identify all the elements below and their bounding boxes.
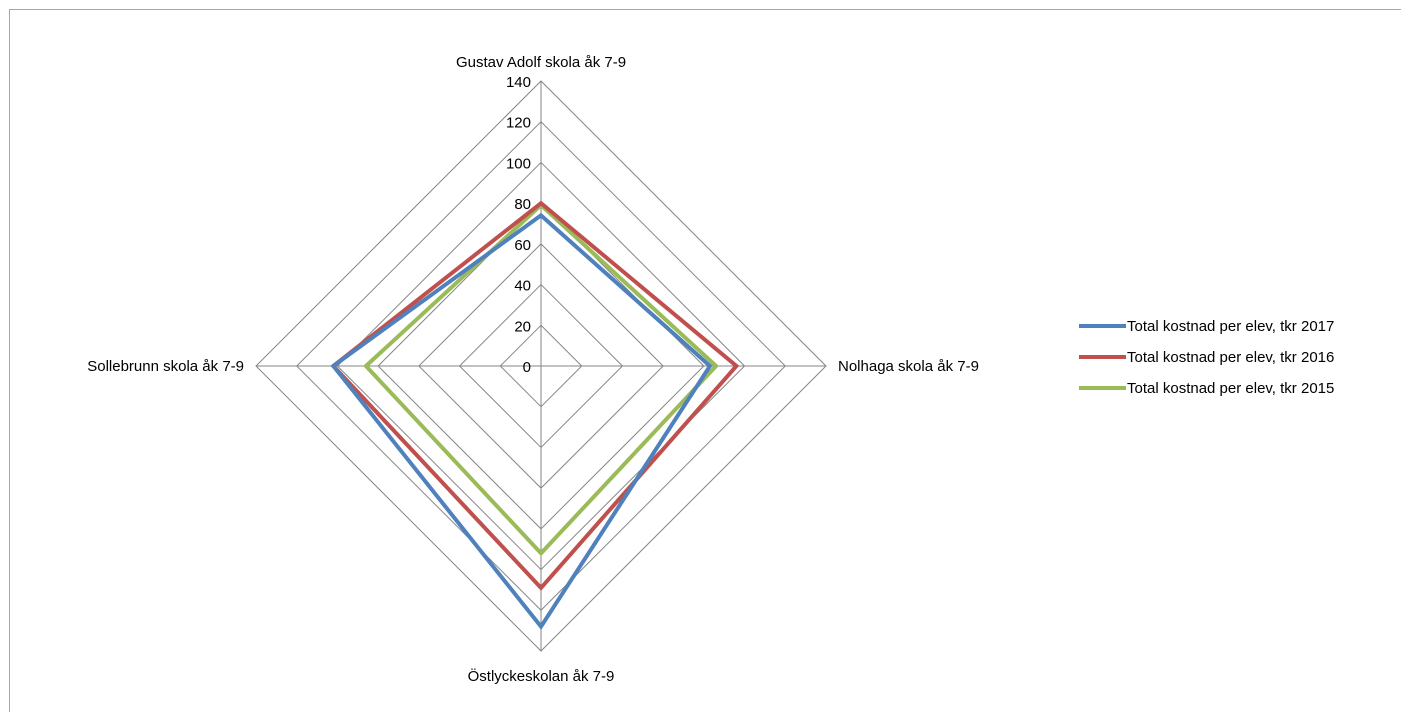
tick-label: 120 — [506, 115, 531, 132]
series-line-2 — [363, 202, 719, 557]
tick-label: 0 — [523, 359, 531, 376]
category-label: Nolhaga skola åk 7-9 — [838, 358, 979, 375]
radar-spokes — [256, 81, 826, 651]
tick-label: 100 — [506, 155, 531, 172]
series-line-1 — [330, 200, 740, 591]
category-label: Östlyckeskolan åk 7-9 — [468, 667, 615, 685]
tick-label: 20 — [514, 318, 531, 335]
tick-label: 80 — [514, 196, 531, 213]
radial-tick-labels: 0 20 40 60 80 100 120 140 — [506, 74, 531, 376]
category-label: Gustav Adolf skola åk 7-9 — [456, 54, 626, 71]
legend: Total kostnad per elev, tkr 2017 Total ko… — [1079, 318, 1334, 397]
series-line-0 — [330, 212, 713, 630]
tick-label: 40 — [514, 278, 531, 295]
legend-label: Total kostnad per elev, tkr 2017 — [1127, 318, 1334, 335]
chart-frame: 0 20 40 60 80 100 120 140 Gustav Adolf skola åk… — [9, 9, 1401, 712]
category-label: Sollebrunn skola åk 7-9 — [87, 358, 244, 375]
radar-series — [330, 200, 740, 630]
radar-chart: 0 20 40 60 80 100 120 140 Gustav Adolf skola åk… — [87, 54, 1334, 685]
tick-label: 140 — [506, 74, 531, 91]
tick-label: 60 — [514, 237, 531, 254]
legend-label: Total kostnad per elev, tkr 2016 — [1127, 349, 1334, 366]
legend-label: Total kostnad per elev, tkr 2015 — [1127, 380, 1334, 397]
category-labels: Gustav Adolf skola åk 7-9 Nolhaga skola å… — [87, 54, 979, 685]
